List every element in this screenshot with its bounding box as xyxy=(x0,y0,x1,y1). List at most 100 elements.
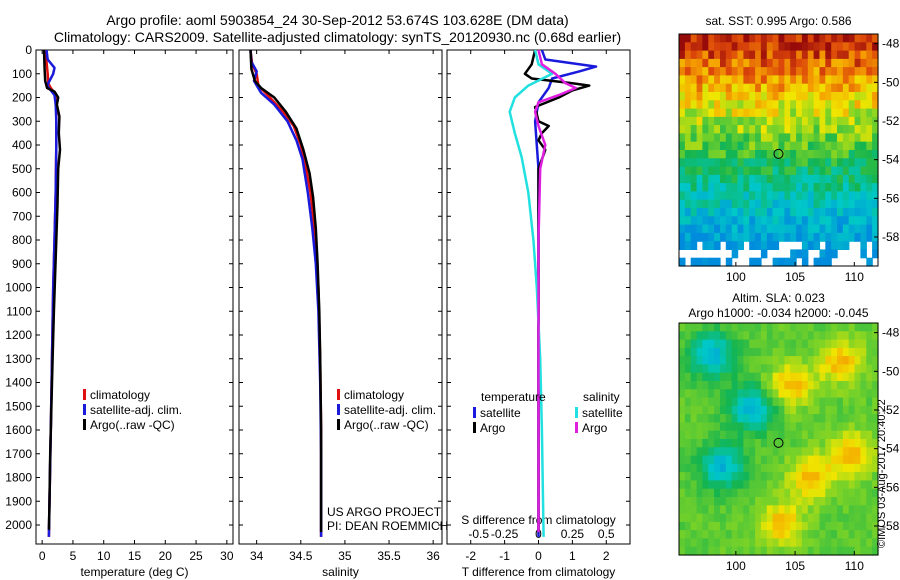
map-cell xyxy=(679,455,686,465)
map-cell xyxy=(790,439,797,448)
map-cell xyxy=(842,356,850,365)
map-cell xyxy=(679,538,686,548)
map-cell xyxy=(819,430,826,440)
map-cell xyxy=(837,125,844,134)
map-cell xyxy=(679,347,686,357)
map-cell xyxy=(807,208,815,217)
map-cell xyxy=(831,133,838,143)
map-cell xyxy=(854,347,862,357)
depth-tick-label: 0 xyxy=(25,43,32,57)
map-cell xyxy=(725,463,733,473)
map-cell xyxy=(860,133,867,143)
map-cell xyxy=(690,174,698,184)
map-cell xyxy=(720,381,727,390)
map-cell xyxy=(837,513,844,523)
map-cell xyxy=(866,216,873,226)
map-cell xyxy=(755,116,762,126)
map-cell xyxy=(819,372,826,382)
map-cell xyxy=(872,480,879,490)
sst-map-ytick-label: -56 xyxy=(882,191,900,205)
map-cell xyxy=(801,174,809,184)
map-cell xyxy=(837,430,844,440)
map-cell xyxy=(813,397,821,407)
map-cell xyxy=(731,50,739,60)
map-cell xyxy=(684,158,692,168)
figure-title: Argo profile: aoml 5903854_24 30-Sep-201… xyxy=(0,12,675,46)
map-cell xyxy=(848,191,856,201)
map-cell xyxy=(679,199,686,209)
map-cell xyxy=(679,463,686,473)
map-cell xyxy=(784,224,791,234)
map-cell xyxy=(696,422,704,432)
temperature-profile-series-argo xyxy=(42,49,62,530)
map-cell xyxy=(714,389,721,399)
map-cell xyxy=(731,67,739,76)
map-cell xyxy=(801,208,809,217)
map-cell xyxy=(737,199,744,209)
temperature-profile-xtick-label: 25 xyxy=(189,549,203,563)
map-cell xyxy=(690,463,698,473)
map-cell xyxy=(749,125,756,134)
map-cell xyxy=(801,447,809,457)
map-cell xyxy=(778,34,785,43)
map-cell xyxy=(749,455,756,465)
map-cell xyxy=(825,166,832,176)
map-cell xyxy=(796,546,803,556)
map-cell xyxy=(714,125,721,134)
map-cell xyxy=(842,125,850,134)
map-cell xyxy=(807,232,815,242)
map-cell xyxy=(866,339,873,349)
map-cell xyxy=(784,530,791,539)
map-cell xyxy=(684,372,692,382)
map-cell xyxy=(842,232,850,242)
map-cell xyxy=(708,513,715,523)
map-cell xyxy=(825,488,832,498)
map-cell xyxy=(854,158,862,168)
map-cell xyxy=(766,116,774,126)
map-cell xyxy=(749,463,756,473)
map-cell xyxy=(684,100,692,110)
map-cell xyxy=(819,339,826,349)
map-cell xyxy=(731,125,739,134)
map-cell xyxy=(837,480,844,490)
map-cell xyxy=(848,150,856,159)
map-cell xyxy=(772,488,780,498)
map-cell xyxy=(684,513,692,523)
map-cell xyxy=(837,92,844,101)
map-cell xyxy=(731,92,739,101)
map-cell xyxy=(813,463,821,473)
map-cell xyxy=(807,447,815,457)
map-cell xyxy=(708,208,715,217)
map-cell xyxy=(725,108,733,118)
map-cell xyxy=(714,488,721,498)
map-cell xyxy=(737,364,744,374)
map-cell xyxy=(778,414,785,423)
map-cell xyxy=(860,530,867,539)
map-cell xyxy=(714,199,721,209)
map-cell xyxy=(679,505,686,515)
map-cell xyxy=(737,158,744,168)
map-cell xyxy=(807,83,815,93)
map-cell xyxy=(796,158,803,168)
sla-map-ytick-label: -54 xyxy=(882,442,900,456)
map-cell xyxy=(714,116,721,126)
map-cell xyxy=(813,356,821,365)
map-cell xyxy=(860,216,867,226)
map-cell xyxy=(790,430,797,440)
map-cell xyxy=(679,546,686,556)
map-cell xyxy=(720,372,727,382)
map-cell xyxy=(778,372,785,382)
map-cell xyxy=(737,75,744,85)
map-cell xyxy=(737,323,744,332)
map-cell xyxy=(807,530,815,539)
map-cell xyxy=(714,42,721,52)
map-cell xyxy=(842,331,850,341)
map-cell xyxy=(848,331,856,341)
map-cell xyxy=(848,480,856,490)
map-cell xyxy=(801,497,809,506)
map-cell xyxy=(796,150,803,159)
map-cell xyxy=(696,472,704,481)
map-cell xyxy=(842,405,850,415)
map-cell xyxy=(766,34,774,43)
map-cell xyxy=(848,546,856,556)
